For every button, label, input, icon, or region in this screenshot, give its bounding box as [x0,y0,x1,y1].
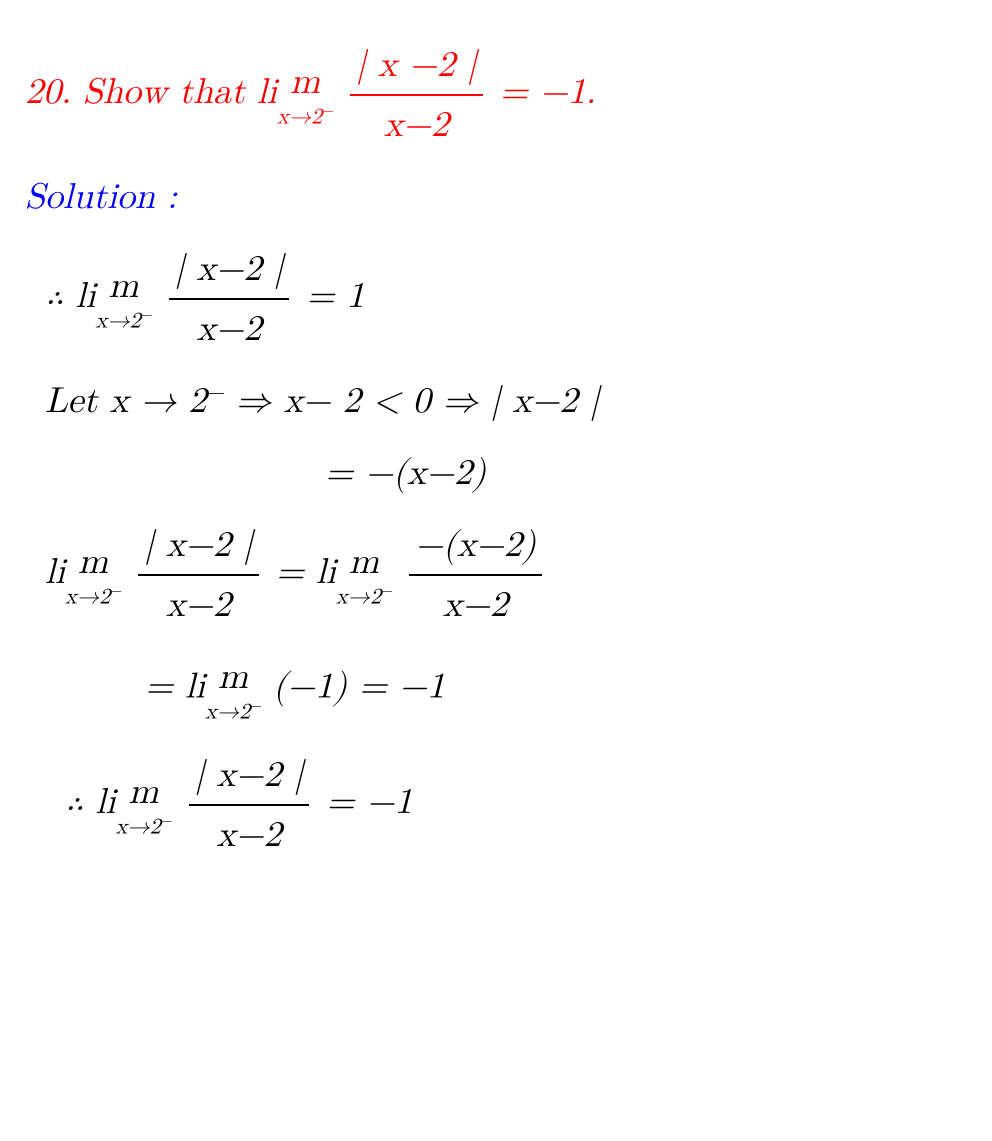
solution-line-6: ∴ limx→2− | x−2 | x−2 = −1 [65,748,967,862]
solution-line-4: limx→2− | x−2 | x−2 = limx→2− −(x−2) x−2 [45,518,967,632]
fraction: | x−2 | x−2 [169,242,290,356]
limit-expr: mx→2− [336,535,392,615]
solution-heading: Solution : [25,170,967,224]
fraction: −(x−2) x−2 [409,518,542,632]
limit-expr: mx→2− [205,650,261,730]
problem-text1: Show that li [83,74,277,110]
fraction: | x−2 | x−2 [138,518,259,632]
limit-expr: mx→2− [116,765,172,845]
fraction: | x−2 | x−2 [189,748,310,862]
solution-line-1: ∴ limx→2− | x−2 | x−2 = 1 [45,242,967,356]
problem-rhs: = −1. [488,74,596,110]
solution-line-5: = limx→2− (−1) = −1 [145,650,967,730]
solution-line-2: Let x → 2− ⇒ x− 2 < 0 ⇒ | x−2 | [45,374,967,428]
problem-statement: 20. Show that limx→2− | x −2 | x−2 = −1. [25,38,967,152]
limit-expr: mx→2− [277,55,333,135]
limit-expr: mx→2− [65,535,121,615]
solution-line-3: = −(x−2) [325,446,967,500]
fraction: | x −2 | x−2 [350,38,483,152]
problem-number: 20. [25,74,71,110]
limit-expr: mx→2− [96,259,152,339]
